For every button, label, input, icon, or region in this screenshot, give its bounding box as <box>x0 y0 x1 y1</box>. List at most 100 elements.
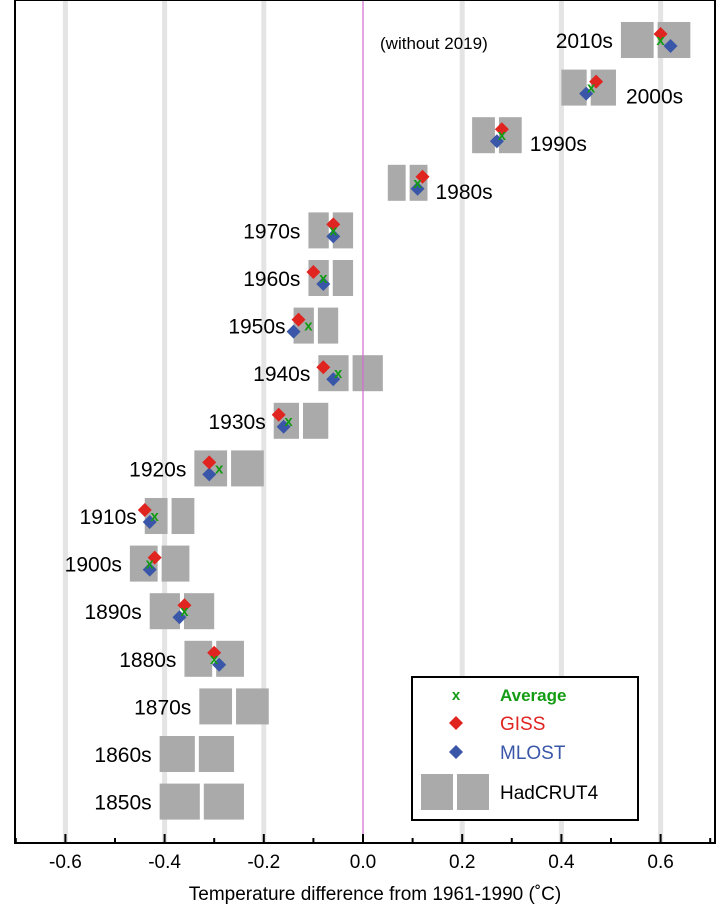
giss-point <box>147 550 162 565</box>
x-tick-label: 0.6 <box>647 852 673 873</box>
decade-label: 1880s <box>119 649 176 672</box>
mlost-point <box>142 515 157 529</box>
hadcrut4-box-right <box>303 402 329 439</box>
decade-label: 1980s <box>435 181 492 204</box>
average-point: x <box>498 127 507 144</box>
mlost-point <box>579 86 594 101</box>
mlost-point <box>276 419 291 434</box>
legend-hadcrut4-label: HadCRUT4 <box>500 783 599 804</box>
average-point: x <box>329 222 338 239</box>
hadcrut4-box-right <box>171 498 195 534</box>
decade-label: 2000s <box>626 86 683 109</box>
average-point: x <box>146 556 155 573</box>
mlost-point <box>142 562 157 577</box>
decade-label: 1940s <box>253 363 310 386</box>
hadcrut4-box-right <box>332 212 354 249</box>
decade-label: 1990s <box>530 133 587 156</box>
giss-point <box>291 312 306 327</box>
x-axis: -0.6 -0.4 -0.2 0.0 0.2 0.4 0.6 <box>14 0 716 873</box>
legend-giss-marker <box>449 716 463 730</box>
hadcrut4-box-right <box>216 640 244 677</box>
hadcrut4-box-left <box>194 450 228 487</box>
x-tick-label: -0.6 <box>49 852 82 873</box>
decade-labels: 2010s 2000s 1990s 1980s 1970s 1960s 1950s 1940s… <box>65 30 684 815</box>
average-point: x <box>180 603 189 620</box>
grid-lines <box>62 0 664 843</box>
average-point: x <box>210 651 219 668</box>
mlost-point <box>212 657 227 672</box>
plot-frame <box>14 0 716 844</box>
giss-point <box>271 407 286 422</box>
hadcrut4-box-right <box>203 783 244 820</box>
decade-label: 1930s <box>209 411 266 434</box>
giss-point <box>306 265 321 279</box>
mlost-point <box>316 277 331 291</box>
giss-point <box>202 455 217 470</box>
legend-average-marker: x <box>452 687 461 704</box>
legend-average-label: Average <box>500 686 566 705</box>
mlost-point <box>326 229 341 244</box>
hadcrut4-box-right <box>332 260 354 296</box>
mlost-point <box>286 324 301 339</box>
x-tick-label: 0.4 <box>548 852 575 873</box>
hadcrut4-box-left <box>308 212 329 249</box>
hadcrut4-box-left <box>199 688 233 725</box>
legend-giss-label: GISS <box>500 714 545 735</box>
average-point: x <box>334 365 343 382</box>
giss-point <box>415 169 430 184</box>
decade-label: 1850s <box>94 792 151 815</box>
hadcrut4-box-left <box>159 783 200 820</box>
series-markers: x x x x x x x x x x x x x x <box>137 27 678 672</box>
decade-label: 1950s <box>228 316 285 339</box>
decade-label: 1860s <box>94 744 151 767</box>
giss-point <box>589 74 604 89</box>
average-point: x <box>656 32 665 49</box>
average-point: x <box>587 80 596 97</box>
legend: x Average GISS MLOST HadCRUT4 <box>411 676 639 821</box>
average-point: x <box>319 270 328 287</box>
giss-point <box>207 645 222 660</box>
hadcrut4-box-right <box>231 450 264 487</box>
hadcrut4-box-left <box>149 593 180 630</box>
hadcrut4-box-right <box>590 69 616 106</box>
mlost-point <box>489 134 504 149</box>
hadcrut4-box-right <box>317 307 339 344</box>
hadcrut4-box-right <box>352 355 383 392</box>
hadcrut4-box-right <box>198 736 235 772</box>
mlost-point <box>202 467 217 482</box>
hadcrut4-box-left <box>472 117 495 154</box>
decade-label: 1970s <box>243 220 300 243</box>
x-tick-label: 0.2 <box>449 852 475 873</box>
x-axis-title: Temperature difference from 1961-1990 (˚… <box>189 884 561 905</box>
giss-point <box>137 503 152 517</box>
legend-mlost-marker <box>449 745 463 759</box>
average-point: x <box>413 175 422 192</box>
average-point: x <box>284 413 293 430</box>
hadcrut4-box-right <box>236 688 269 725</box>
average-point: x <box>304 318 313 335</box>
giss-point <box>316 360 331 375</box>
hadcrut4-box-right <box>183 593 215 630</box>
mlost-point <box>172 610 187 625</box>
decade-label: 1870s <box>134 696 191 719</box>
mlost-point <box>410 181 425 196</box>
decade-label: 1900s <box>65 554 122 577</box>
hadcrut4-box-left <box>561 69 587 106</box>
hadcrut4-box-left <box>387 164 406 201</box>
hadcrut4-box-right <box>161 545 190 582</box>
decade-label: 1920s <box>129 458 186 481</box>
mlost-point <box>663 39 678 53</box>
legend-hadcrut4-box-right <box>457 774 489 810</box>
decade-label: 1910s <box>80 506 137 529</box>
decade-label: 1890s <box>85 601 142 624</box>
average-point: x <box>151 508 160 525</box>
hadcrut4-box-left <box>184 640 213 677</box>
hadcrut4-boxes <box>129 22 691 820</box>
x-tick-label: -0.2 <box>247 852 280 873</box>
mlost-point <box>326 372 341 387</box>
giss-point <box>653 27 668 41</box>
x-tick-label: -0.4 <box>148 852 181 873</box>
hadcrut4-box-left <box>129 545 158 582</box>
giss-point <box>177 598 192 613</box>
